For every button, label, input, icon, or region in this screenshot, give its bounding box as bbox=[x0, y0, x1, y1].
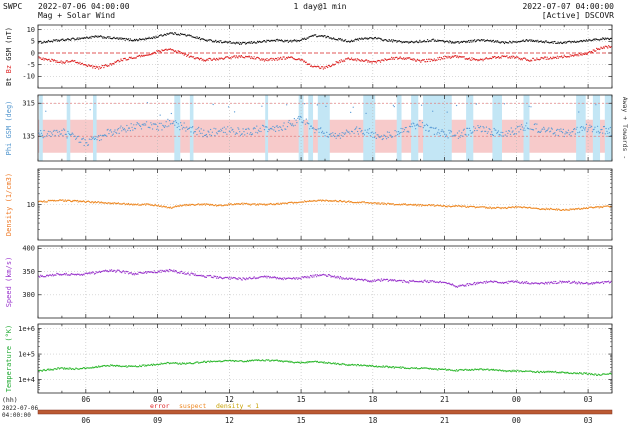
ytick-label: 400 bbox=[22, 245, 35, 253]
bt-trace bbox=[38, 32, 612, 45]
data-source-label: [Active] DSCOVR bbox=[541, 11, 614, 20]
plot-resolution: 1 day@1 min bbox=[293, 2, 347, 11]
brand-label: SWPC bbox=[3, 2, 23, 11]
ylabel-mag: Bt Bz GSM (nT) bbox=[5, 27, 13, 86]
away-interval-stripe bbox=[604, 95, 612, 161]
x-unit-label: (hh) bbox=[2, 396, 18, 404]
data-quality-strip bbox=[37, 409, 613, 415]
hour-label: 09 bbox=[153, 416, 162, 425]
density-trace bbox=[38, 199, 612, 211]
away-towards-label: Away + Towards - bbox=[621, 97, 629, 160]
hour-label: 15 bbox=[297, 395, 306, 404]
plot-subtitle: Mag + Solar Wind bbox=[38, 11, 116, 20]
panel-phi: 315 135 Phi GSM (deg) Away + Towards - bbox=[5, 94, 629, 162]
hour-label: 21 bbox=[440, 416, 449, 425]
away-interval-stripe bbox=[66, 95, 71, 161]
ytick-label: 10 bbox=[27, 201, 35, 209]
footer-start-time: 04:00:00 bbox=[2, 412, 31, 419]
ytick-label: 135 bbox=[22, 133, 35, 141]
ytick-label: 315 bbox=[22, 100, 35, 108]
ytick-label: 1e+4 bbox=[18, 376, 35, 384]
away-interval-stripe bbox=[308, 95, 314, 161]
ylabel-phi: Phi GSM (deg) bbox=[5, 101, 13, 156]
ytick-label: -5 bbox=[27, 61, 35, 69]
ytick-label: 5 bbox=[31, 38, 35, 46]
ytick-label: 1e+6 bbox=[18, 325, 35, 333]
away-interval-stripe bbox=[396, 95, 402, 161]
plot-start-time: 2022-07-06 04:00:00 bbox=[38, 2, 130, 11]
ylabel-speed: Speed (km/s) bbox=[5, 257, 13, 308]
ytick-label: 300 bbox=[22, 291, 35, 299]
ytick-label: 350 bbox=[22, 268, 35, 276]
hour-label: 12 bbox=[225, 416, 234, 425]
hour-label: 18 bbox=[368, 416, 378, 425]
ylabel-temperature: Temperature (°K) bbox=[5, 325, 13, 392]
away-interval-stripe bbox=[265, 95, 269, 161]
bottom-axis: 06 06 09 09 12 12 15 15 18 18 21 21 00 00 03 03 (hh)2022… bbox=[2, 395, 613, 425]
legend-item-0: error bbox=[150, 402, 170, 410]
hour-label: 06 bbox=[81, 395, 91, 404]
hour-label: 18 bbox=[368, 395, 378, 404]
hour-label: 03 bbox=[584, 395, 593, 404]
hour-label: 15 bbox=[297, 416, 306, 425]
away-interval-stripe bbox=[423, 95, 452, 161]
temperature-trace bbox=[38, 359, 612, 376]
away-interval-stripe bbox=[363, 95, 376, 161]
away-interval-stripe bbox=[492, 95, 502, 161]
away-interval-stripe bbox=[592, 95, 601, 161]
panel-mag: 10 5 0 -5 -10 Bt Bz GSM (nT) bbox=[5, 24, 613, 89]
hour-label: 00 bbox=[512, 395, 522, 404]
hour-label: 09 bbox=[153, 395, 162, 404]
away-interval-stripe bbox=[39, 95, 43, 161]
ylabel-density: Density (1/cm3) bbox=[5, 173, 13, 236]
legend-item-1: suspect bbox=[179, 402, 206, 410]
away-interval-stripe bbox=[317, 95, 330, 161]
ytick-label: 10 bbox=[27, 26, 35, 34]
panel-density: 10 Density (1/cm3) bbox=[5, 168, 613, 241]
away-interval-stripe bbox=[93, 95, 97, 161]
ytick-label: 0 bbox=[31, 49, 35, 57]
ytick-label: -10 bbox=[22, 73, 35, 81]
speed-trace bbox=[38, 268, 612, 288]
hour-label: 21 bbox=[440, 395, 449, 404]
hour-label: 00 bbox=[512, 416, 522, 425]
plot-end-time: 2022-07-07 04:00:00 bbox=[522, 2, 614, 11]
panel-temperature: 1e+6 1e+5 1e+4 Temperature (°K) bbox=[5, 323, 613, 394]
away-interval-stripe bbox=[523, 95, 530, 161]
panel-speed: 400 350 300 Speed (km/s) bbox=[5, 245, 613, 319]
bz-trace bbox=[38, 45, 612, 70]
hour-label: 03 bbox=[584, 416, 593, 425]
ytick-label: 1e+5 bbox=[18, 350, 35, 358]
hour-label: 06 bbox=[81, 416, 91, 425]
away-interval-stripe bbox=[411, 95, 419, 161]
footer-start-date: 2022-07-06 bbox=[2, 405, 39, 412]
legend-item-2: density < 1 bbox=[216, 402, 259, 410]
hour-label: 12 bbox=[225, 395, 234, 404]
